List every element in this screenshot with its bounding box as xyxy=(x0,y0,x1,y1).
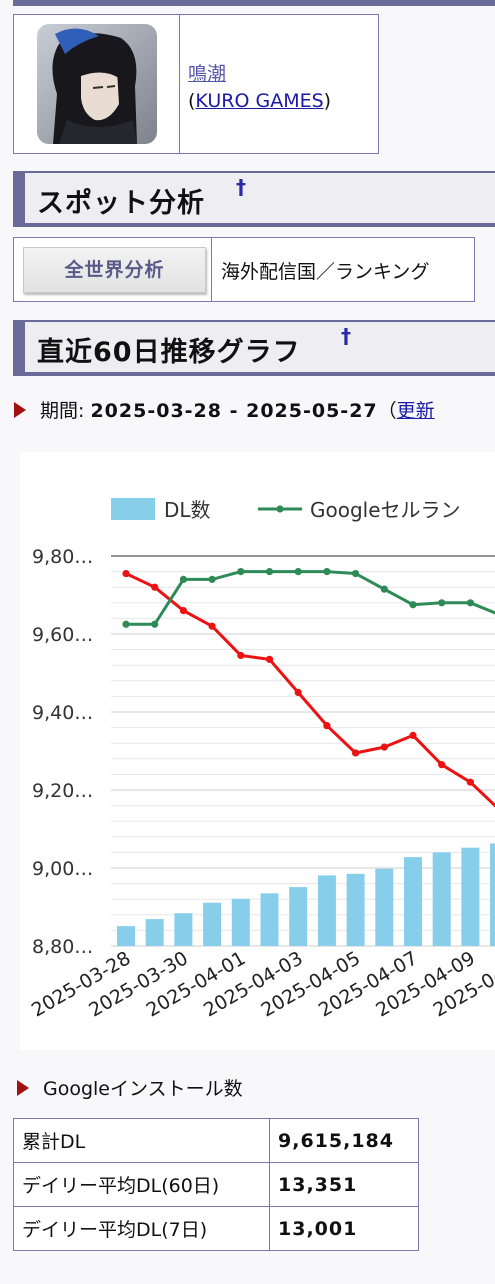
paren-open: ( xyxy=(188,90,196,112)
red-series-point xyxy=(323,722,331,730)
y-tick-label: 9,60… xyxy=(32,624,93,646)
google-series-point xyxy=(409,601,417,609)
spot-dagger-link[interactable]: † xyxy=(236,175,246,199)
period-line: 期間: 2025-03-28 - 2025-05-27（更新 xyxy=(14,396,435,423)
app-portrait-image xyxy=(37,24,157,144)
recent-graph-header: 直近60日推移グラフ † xyxy=(13,320,495,376)
stat-key: デイリー平均DL(7日) xyxy=(13,1206,270,1251)
y-tick-label: 9,40… xyxy=(32,702,93,724)
bar xyxy=(174,913,193,946)
bar xyxy=(260,893,279,946)
red-series-point xyxy=(237,651,245,660)
google-series-point xyxy=(208,575,216,583)
red-series-point xyxy=(122,569,130,578)
red-series-point xyxy=(208,622,216,630)
google-series-point xyxy=(294,568,302,576)
bar xyxy=(145,919,164,946)
google-series-point xyxy=(438,599,446,607)
bar xyxy=(203,902,222,946)
red-series-point xyxy=(466,778,474,786)
stat-value: 13,351 xyxy=(269,1162,419,1207)
y-tick-label: 9,00… xyxy=(32,858,93,880)
stat-value: 13,001 xyxy=(269,1206,419,1251)
bar xyxy=(490,843,495,946)
overseas-ranking-text: 海外配信国／ランキング xyxy=(221,261,430,283)
spot-analysis-title: スポット分析 xyxy=(37,188,205,219)
bar xyxy=(375,868,394,946)
install-count-label: Googleインストール数 xyxy=(17,1074,243,1101)
period-label: 期間: xyxy=(40,400,91,422)
stat-value: 9,615,184 xyxy=(269,1118,419,1163)
app-info-text: 鳴潮 (KURO GAMES) xyxy=(188,61,331,115)
recent-graph-title: 直近60日推移グラフ xyxy=(37,337,301,368)
bar xyxy=(317,875,336,946)
y-tick-label: 9,20… xyxy=(32,780,93,802)
legend-dl-label: DL数 xyxy=(164,498,211,522)
stat-key: デイリー平均DL(60日) xyxy=(13,1162,270,1207)
bar xyxy=(289,887,308,946)
google-series-point xyxy=(323,568,331,576)
app-info-box: 鳴潮 (KURO GAMES) xyxy=(13,14,379,154)
legend-google-marker xyxy=(276,505,284,513)
app-icon[interactable] xyxy=(37,24,157,144)
legend-google-label: Googleセルラン xyxy=(310,498,461,522)
google-series-point xyxy=(466,599,474,607)
red-series-point xyxy=(409,731,417,739)
red-series-point xyxy=(179,607,187,615)
google-series-point xyxy=(380,585,388,593)
bar xyxy=(404,857,422,946)
google-series-point xyxy=(237,568,245,576)
bar xyxy=(432,852,451,946)
paren-close: ) xyxy=(323,90,332,112)
bar xyxy=(117,926,135,946)
period-range: 2025-03-28 - 2025-05-27 xyxy=(90,400,378,422)
app-icon-cell xyxy=(14,15,180,153)
red-series-point xyxy=(438,761,446,769)
bar xyxy=(346,873,365,946)
graph-dagger-link[interactable]: † xyxy=(341,324,351,348)
developer-link[interactable]: KURO GAMES xyxy=(195,90,324,112)
bar xyxy=(231,898,250,946)
period-paren: （ xyxy=(377,400,397,422)
table-row: デイリー平均DL(60日) 13,351 xyxy=(13,1162,419,1207)
spot-button-cell: 全世界分析 xyxy=(14,238,212,301)
table-row: 累計DL 9,615,184 xyxy=(13,1118,419,1163)
top-border-bar xyxy=(13,0,495,6)
stat-key: 累計DL xyxy=(13,1118,270,1163)
install-stats-table: 累計DL 9,615,184 デイリー平均DL(60日) 13,351 デイリー… xyxy=(13,1118,419,1251)
google-series-point xyxy=(265,568,274,576)
google-series-point xyxy=(179,575,187,583)
global-analysis-button[interactable]: 全世界分析 xyxy=(23,247,206,293)
trend-chart: 9,80… 9,60… 9,40… 9,20… 9,00… 8,80… 2025-03-28… xyxy=(20,452,495,1050)
red-series-point xyxy=(352,749,360,757)
trend-chart-svg: 9,80…9,60…9,40…9,20…9,00…8,80…2025-03-28… xyxy=(28,498,495,1022)
red-series-point xyxy=(265,655,274,663)
google-series-point xyxy=(122,620,130,628)
triangle-bullet-icon xyxy=(14,402,26,418)
update-link[interactable]: 更新 xyxy=(396,400,435,422)
red-series-point xyxy=(294,688,302,697)
spot-analysis-header: スポット分析 † xyxy=(13,171,495,227)
triangle-bullet-icon xyxy=(17,1080,29,1096)
spot-analysis-box: 全世界分析 海外配信国／ランキング xyxy=(13,237,475,302)
google-series-point xyxy=(151,620,159,628)
y-tick-label: 9,80… xyxy=(32,546,93,568)
install-count-text: Googleインストール数 xyxy=(43,1078,243,1100)
bar xyxy=(461,847,480,946)
red-series-point xyxy=(380,743,388,751)
app-name-link[interactable]: 鳴潮 xyxy=(188,63,227,85)
table-row: デイリー平均DL(7日) 13,001 xyxy=(13,1206,419,1251)
red-series-point xyxy=(151,583,159,591)
y-tick-label: 8,80… xyxy=(32,936,93,958)
google-series-point xyxy=(352,569,360,578)
legend-dl-swatch xyxy=(111,498,155,520)
